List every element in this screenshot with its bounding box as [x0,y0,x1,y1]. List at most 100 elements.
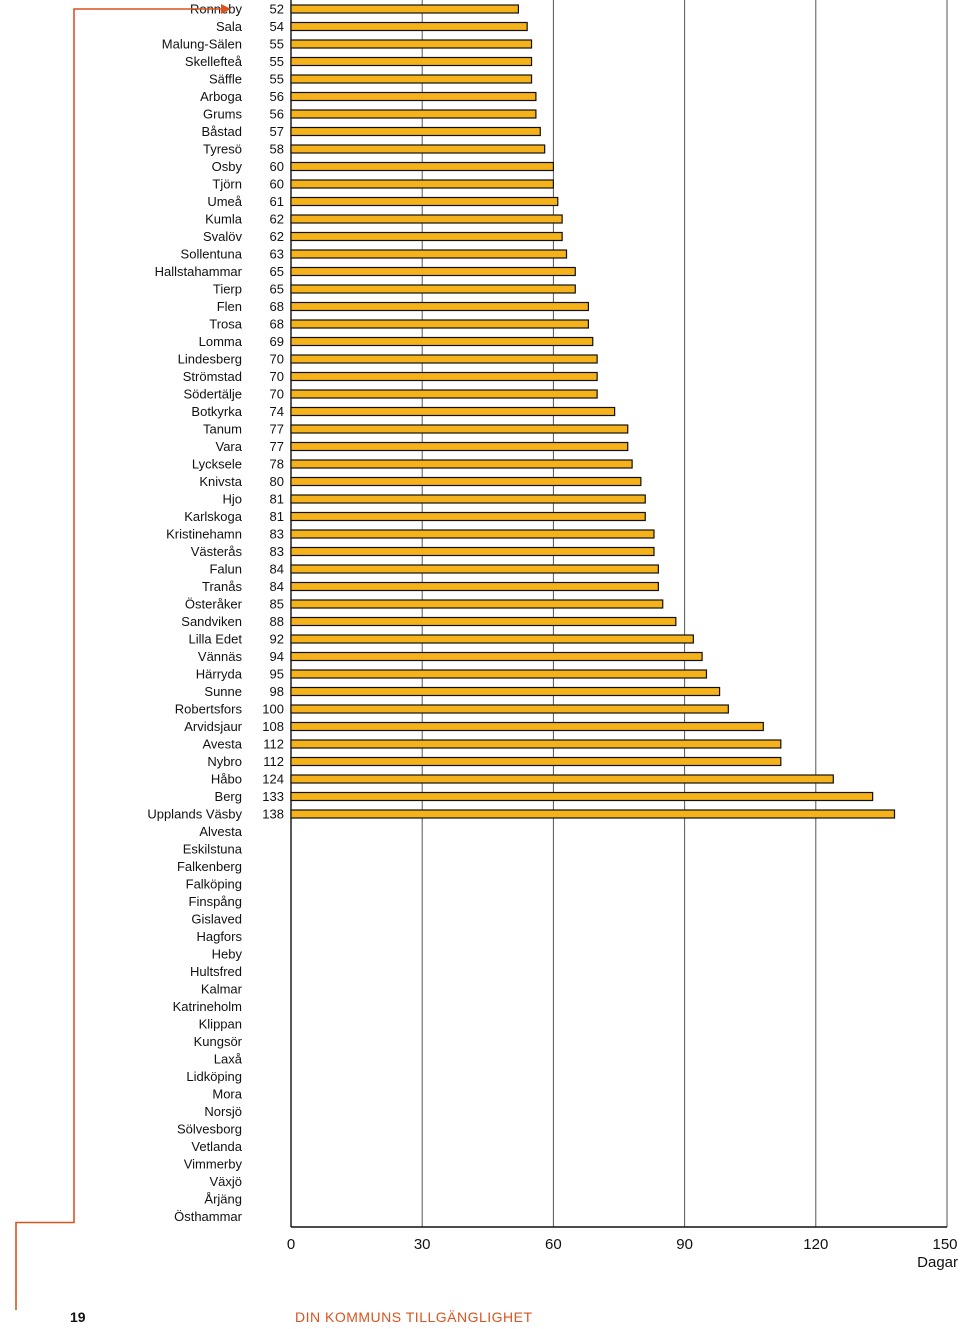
category-label: Umeå [207,194,242,209]
category-label: Sunne [204,684,242,699]
value-label: 60 [270,177,284,192]
bar [290,284,576,294]
value-label: 133 [262,789,284,804]
category-label: Skellefteå [185,54,243,69]
category-label: Trosa [209,317,243,332]
value-label: 83 [270,527,284,542]
value-label: 70 [270,369,284,384]
category-label: Hjo [222,492,242,507]
category-label: Vetlanda [191,1139,242,1154]
category-label: Sala [216,19,243,34]
value-label: 95 [270,667,284,682]
value-label: 68 [270,317,284,332]
bar [290,529,655,539]
x-tick-label: 30 [414,1236,431,1253]
bar [290,564,659,574]
category-label: Kumla [205,212,243,227]
bar [290,581,659,592]
category-label: Hallstahammar [155,264,243,279]
bar [290,144,546,154]
bar [290,4,520,14]
value-label: 70 [270,387,284,402]
bar [290,371,598,382]
bar [290,809,896,819]
category-label: Arboga [200,89,243,104]
category-label: Kalmar [201,982,243,997]
category-label: Karlskoga [184,509,243,524]
category-label: Hagfors [196,929,242,944]
category-label: Norsjö [204,1104,242,1119]
bar [290,669,708,679]
category-label: Falköping [186,877,242,892]
value-label: 62 [270,212,284,227]
bar [290,441,629,452]
value-label: 55 [270,54,284,69]
bar [290,74,533,84]
category-label: Vännäs [198,649,243,664]
bar [290,721,764,732]
section-title: DIN KOMMUNS TILLGÄNGLIGHET [295,1309,533,1325]
category-label: Kungsör [194,1034,243,1049]
category-label: Vara [216,439,243,454]
value-label: 63 [270,247,284,262]
bar [290,791,874,802]
category-label: Mora [212,1087,242,1102]
bar [290,756,782,767]
category-label: Heby [212,947,243,962]
bar [290,774,834,784]
category-label: Avesta [202,737,242,752]
x-tick-label: 90 [676,1236,693,1253]
value-label: 54 [270,19,284,34]
bar [290,476,642,487]
bar [290,354,598,364]
category-label: Strömstad [183,369,242,384]
category-label: Upplands Väsby [147,807,242,822]
x-tick-label: 60 [545,1236,562,1253]
x-tick-label: 150 [932,1236,957,1253]
bar [290,266,576,277]
category-label: Katrineholm [173,999,242,1014]
value-label: 58 [270,142,284,157]
category-label: Sandviken [181,614,242,629]
x-tick-label: 120 [803,1236,828,1253]
category-label: Lindesberg [178,352,242,367]
category-label: Robertsfors [175,702,243,717]
bar [290,161,554,172]
value-label: 85 [270,597,284,612]
value-label: 77 [270,439,284,454]
category-label: Härryda [196,667,243,682]
category-label: Flen [217,299,242,314]
bar [290,301,589,312]
category-label: Svalöv [203,229,243,244]
value-label: 80 [270,474,284,489]
category-label: Årjäng [204,1192,242,1207]
bar [290,336,594,347]
category-label: Sollentuna [181,247,243,262]
value-label: 65 [270,282,284,297]
value-label: 60 [270,159,284,174]
category-label: Båstad [202,124,242,139]
category-label: Nybro [207,754,242,769]
value-label: 62 [270,229,284,244]
bar [290,56,533,67]
category-label: Lilla Edet [189,632,243,647]
value-label: 92 [270,632,284,647]
bar [290,21,528,32]
value-label: 108 [262,719,284,734]
value-label: 78 [270,457,284,472]
value-label: 70 [270,352,284,367]
bar [290,39,533,49]
bracket-line [15,8,221,1310]
category-label: Alvesta [199,824,242,839]
bar [290,126,541,137]
value-label: 81 [270,509,284,524]
category-label: Hultsfred [190,964,242,979]
category-label: Falun [209,562,242,577]
bar [290,406,616,417]
category-label: Lidköping [186,1069,242,1084]
category-label: Sölvesborg [177,1122,242,1137]
category-label: Lomma [199,334,243,349]
category-label: Botkyrka [191,404,242,419]
category-label: Eskilstuna [183,842,243,857]
